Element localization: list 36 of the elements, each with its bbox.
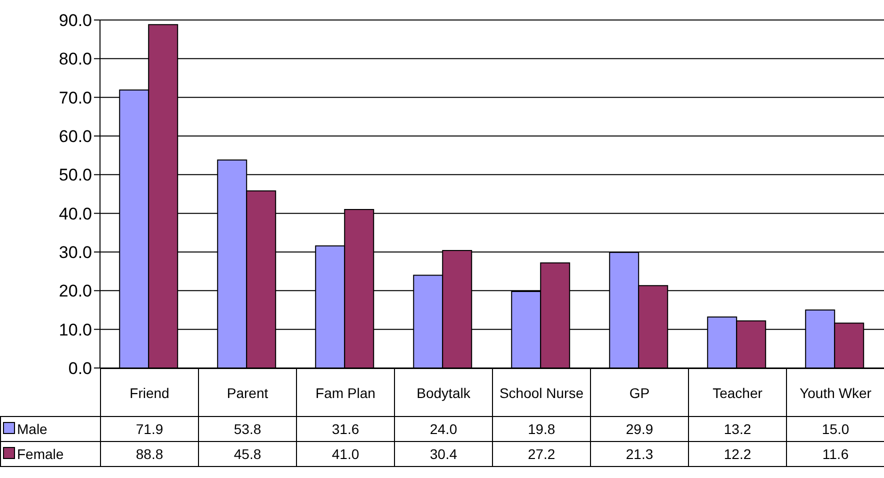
y-tick-label: 60.0 bbox=[58, 127, 92, 146]
y-tick-label: 30.0 bbox=[58, 243, 92, 262]
legend-label: Female bbox=[0, 442, 100, 466]
y-tick-label: 40.0 bbox=[58, 204, 92, 224]
data-label: 29.9 bbox=[590, 416, 688, 442]
x-tick-label: Fam Plan bbox=[316, 384, 376, 400]
data-label: 41.0 bbox=[296, 442, 394, 466]
data-label: 88.8 bbox=[100, 442, 198, 466]
y-tick-label: 0.0 bbox=[68, 359, 92, 378]
data-label: 12.2 bbox=[688, 442, 786, 466]
y-tick-label: 10.0 bbox=[58, 320, 92, 340]
y-tick-label: 70.0 bbox=[58, 88, 92, 108]
y-tick-label: 50.0 bbox=[58, 166, 92, 185]
data-label: 30.4 bbox=[394, 442, 492, 466]
x-tick-label: GP bbox=[629, 384, 650, 400]
data-label: 71.9 bbox=[100, 416, 198, 442]
legend-label: Male bbox=[0, 416, 100, 442]
data-label: 31.6 bbox=[296, 416, 394, 442]
data-label: 13.2 bbox=[688, 416, 786, 442]
x-tick-label: Parent bbox=[226, 384, 268, 400]
y-tick-label: 90.0 bbox=[58, 11, 92, 30]
data-label: 24.0 bbox=[394, 416, 492, 442]
y-tick-label: 80.0 bbox=[58, 50, 92, 69]
y-tick-label: 20.0 bbox=[58, 282, 92, 301]
data-label: 15.0 bbox=[786, 416, 884, 442]
data-label: 53.8 bbox=[198, 416, 296, 442]
x-tick-label: Friend bbox=[130, 384, 170, 400]
data-label: 11.6 bbox=[786, 442, 884, 466]
x-tick-label: Teacher bbox=[712, 384, 762, 400]
x-tick-label: Bodytalk bbox=[416, 384, 470, 400]
data-label: 45.8 bbox=[198, 442, 296, 466]
x-tick-label: School Nurse bbox=[499, 384, 584, 400]
data-label: 21.3 bbox=[590, 442, 688, 466]
data-label: 27.2 bbox=[492, 442, 590, 466]
x-tick-label: Youth Wker bbox=[800, 384, 872, 400]
data-label: 19.8 bbox=[492, 416, 590, 442]
